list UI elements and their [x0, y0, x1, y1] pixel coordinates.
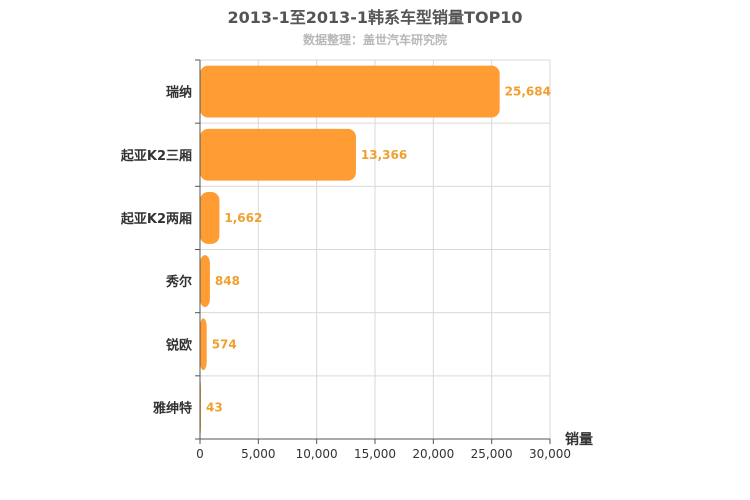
category-label: 雅绅特: [153, 400, 192, 416]
x-tick-label: 15,000: [354, 447, 396, 461]
x-tick-label: 5,000: [241, 447, 275, 461]
category-label: 瑞纳: [166, 85, 192, 101]
bar: [200, 255, 210, 307]
x-tick-label: 20,000: [412, 447, 454, 461]
data-label: 1,662: [224, 211, 262, 225]
data-label: 13,366: [361, 148, 407, 162]
x-tick-label: 30,000: [529, 447, 571, 461]
bar: [200, 65, 500, 118]
x-tick-label: 25,000: [471, 447, 513, 461]
chart-title: 2013-1至2013-1韩系车型销量TOP10: [227, 8, 523, 27]
data-label: 848: [215, 274, 240, 288]
category-label: 起亚K2三厢: [120, 148, 192, 164]
x-axis-label: 销量: [565, 431, 593, 448]
bars: [200, 65, 500, 434]
bar: [200, 192, 220, 244]
category-label: 起亚K2两厢: [120, 211, 192, 227]
grid-lines: [200, 59, 551, 439]
category-label: 锐欧: [166, 337, 192, 353]
x-tick-label: 10,000: [296, 447, 338, 461]
category-label: 秀尔: [165, 274, 192, 290]
data-label: 43: [206, 400, 223, 414]
axes: [195, 59, 551, 444]
data-label: 25,684: [505, 85, 551, 99]
x-tick-label: 0: [196, 447, 204, 461]
bar: [200, 128, 356, 181]
chart-subtitle: 数据整理：盖世汽车研究院: [302, 33, 447, 47]
bar: [200, 318, 207, 371]
labels: 25,684 瑞纳 13,366 起亚K2三厢 1,662 起亚K2两厢 848 秀尔 574 锐…: [120, 85, 571, 461]
data-label: 574: [212, 337, 237, 351]
